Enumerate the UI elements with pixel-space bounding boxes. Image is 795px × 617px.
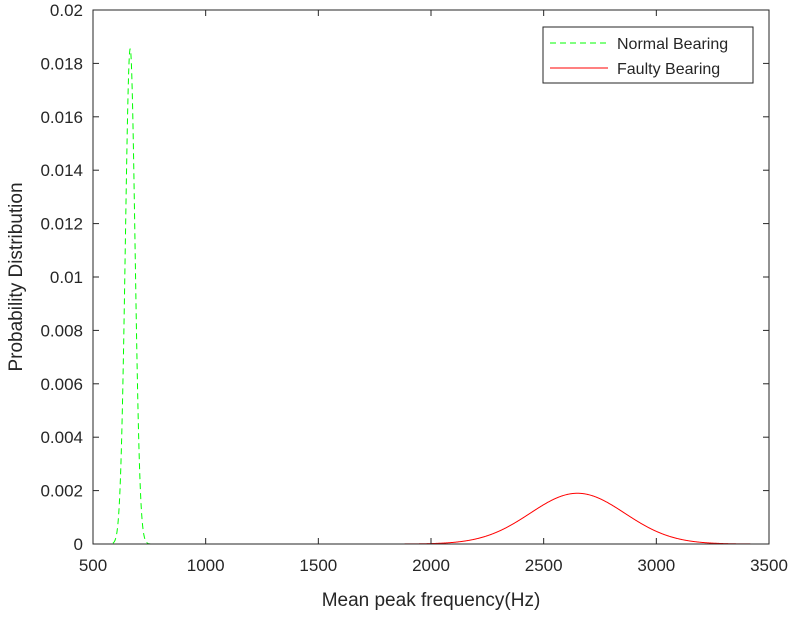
y-tick-label: 0.018 [40, 54, 83, 73]
y-axis-ticks: 0 0.002 0.004 0.006 0.008 0.01 0.012 0.014 0.016… [40, 1, 769, 554]
x-tick-label: 3500 [750, 556, 788, 575]
x-tick-label: 500 [79, 556, 107, 575]
y-tick-label: 0.004 [40, 428, 83, 447]
y-tick-label: 0.02 [50, 1, 83, 20]
legend: Normal Bearing Faulty Bearing [542, 26, 754, 84]
y-axis-label: Probability Distribution [6, 182, 27, 371]
legend-box [542, 26, 754, 84]
y-tick-label: 0.008 [40, 321, 83, 340]
x-tick-label: 2000 [412, 556, 450, 575]
plot-background [93, 10, 769, 544]
x-tick-label: 2500 [525, 556, 563, 575]
y-tick-label: 0.014 [40, 161, 83, 180]
y-tick-label: 0.006 [40, 375, 83, 394]
x-axis-label: Mean peak frequency(Hz) [322, 590, 541, 611]
legend-label-normal-bearing: Normal Bearing [617, 36, 728, 53]
x-axis-ticks: 500 1000 1500 2000 2500 3000 3500 [79, 10, 788, 575]
x-tick-label: 1000 [187, 556, 225, 575]
y-tick-label: 0 [74, 535, 83, 554]
x-tick-label: 1500 [299, 556, 337, 575]
y-tick-label: 0.002 [40, 482, 83, 501]
y-tick-label: 0.016 [40, 108, 83, 127]
x-tick-label: 3000 [637, 556, 675, 575]
y-tick-label: 0.01 [50, 268, 83, 287]
legend-label-faulty-bearing: Faulty Bearing [617, 61, 720, 78]
y-tick-label: 0.012 [40, 215, 83, 234]
